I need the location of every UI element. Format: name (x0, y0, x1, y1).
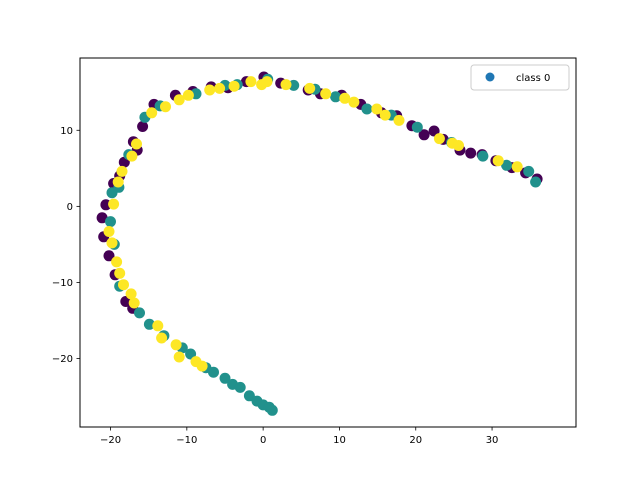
data-point-class-0 (96, 212, 108, 224)
plot-frame (79, 57, 577, 428)
data-point-class-1 (501, 159, 513, 171)
data-point-class-2 (245, 76, 257, 88)
y-tick-label: −20 (52, 354, 73, 365)
data-point-class-1 (185, 348, 197, 360)
data-point-class-2 (146, 107, 158, 119)
data-point-class-2 (156, 332, 168, 344)
data-point-class-2 (103, 226, 115, 237)
data-point-class-2 (112, 176, 124, 188)
data-point-class-0 (418, 129, 430, 141)
x-tick-label: −20 (100, 435, 121, 446)
data-point-class-2 (204, 84, 216, 96)
data-point-class-1 (523, 165, 535, 177)
y-tick-label: −10 (52, 278, 73, 289)
data-point-class-2 (108, 198, 120, 210)
data-point-class-1 (106, 187, 118, 199)
data-point-class-2 (196, 360, 208, 372)
data-point-class-2 (379, 109, 391, 121)
data-point-class-1 (530, 176, 542, 188)
data-point-class-2 (433, 133, 445, 145)
data-point-class-0 (103, 250, 115, 262)
y-tick-label: 0 (67, 202, 73, 213)
data-point-class-1 (208, 366, 219, 378)
data-point-class-2 (492, 155, 504, 167)
x-tick-label: 20 (409, 435, 422, 446)
data-point-class-2 (170, 339, 182, 351)
data-point-class-2 (152, 320, 164, 332)
data-point-class-0 (137, 121, 149, 132)
data-point-class-2 (280, 79, 292, 91)
data-point-class-1 (105, 216, 116, 228)
data-point-class-2 (261, 76, 273, 88)
data-point-class-1 (361, 103, 373, 115)
data-point-class-2 (125, 288, 137, 300)
x-tick-label: 0 (260, 435, 266, 446)
data-point-class-1 (330, 91, 342, 103)
data-point-class-2 (320, 88, 332, 100)
data-point-class-2 (173, 351, 185, 363)
data-point-class-2 (114, 267, 126, 279)
data-point-class-2 (182, 89, 194, 101)
legend-marker (485, 72, 495, 82)
data-point-class-2 (304, 82, 316, 94)
data-point-class-1 (143, 318, 155, 330)
data-point-class-2 (348, 96, 360, 108)
x-axis: −20 −10 0 10 20 30 (100, 427, 498, 446)
y-axis: −20 −10 0 10 (52, 126, 80, 365)
data-point-class-2 (111, 256, 123, 268)
data-point-class-1 (234, 381, 246, 393)
x-tick-label: 10 (333, 435, 346, 446)
data-point-class-1 (266, 404, 278, 416)
data-point-class-2 (128, 297, 140, 309)
data-point-class-2 (116, 165, 128, 177)
y-tick-label: 10 (60, 126, 73, 137)
data-point-class-2 (371, 103, 383, 115)
data-point-class-1 (134, 307, 145, 319)
legend: class 0 (470, 64, 570, 91)
data-point-class-2 (118, 279, 129, 291)
data-point-class-2 (453, 140, 464, 151)
data-point-class-1 (411, 121, 423, 133)
data-point-class-2 (511, 161, 523, 173)
data-point-class-2 (173, 94, 185, 106)
legend-label: class 0 (516, 73, 550, 84)
x-tick-label: −10 (176, 435, 197, 446)
data-point-class-2 (160, 101, 171, 113)
data-point-class-2 (131, 138, 142, 150)
data-point-class-2 (106, 237, 118, 249)
data-point-class-1 (219, 372, 231, 384)
data-point-class-2 (214, 82, 226, 94)
data-point-class-2 (228, 80, 240, 92)
data-point-class-0 (465, 147, 477, 159)
data-point-class-1 (477, 150, 489, 162)
data-point-class-2 (126, 150, 138, 162)
data-points (96, 71, 543, 416)
data-point-class-2 (393, 114, 405, 126)
x-tick-label: 30 (486, 435, 499, 446)
data-point-class-2 (339, 92, 351, 104)
legend-box (470, 64, 570, 91)
